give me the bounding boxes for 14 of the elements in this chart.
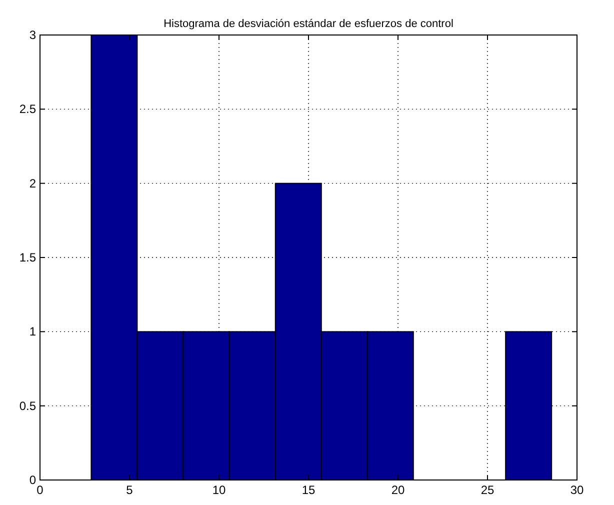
x-tick-label: 20 <box>391 483 405 497</box>
x-tick-label: 15 <box>302 483 316 497</box>
y-tick-label: 2 <box>29 176 36 190</box>
y-tick-label: 3 <box>29 28 36 42</box>
x-tick-label: 25 <box>480 483 494 497</box>
y-tick-label: 1.5 <box>19 250 36 264</box>
y-tick-label: 2.5 <box>19 102 36 116</box>
y-tick-label: 1 <box>29 324 36 339</box>
chart-title: Histograma de desviación estándar de esfuerzos de control <box>164 18 454 30</box>
y-tick-label: 0.5 <box>19 398 36 413</box>
y-tick-label: 0 <box>29 473 36 487</box>
x-tick-label: 30 <box>570 483 584 497</box>
x-tick-label: 5 <box>126 483 134 497</box>
x-tick-label: 10 <box>212 483 226 497</box>
